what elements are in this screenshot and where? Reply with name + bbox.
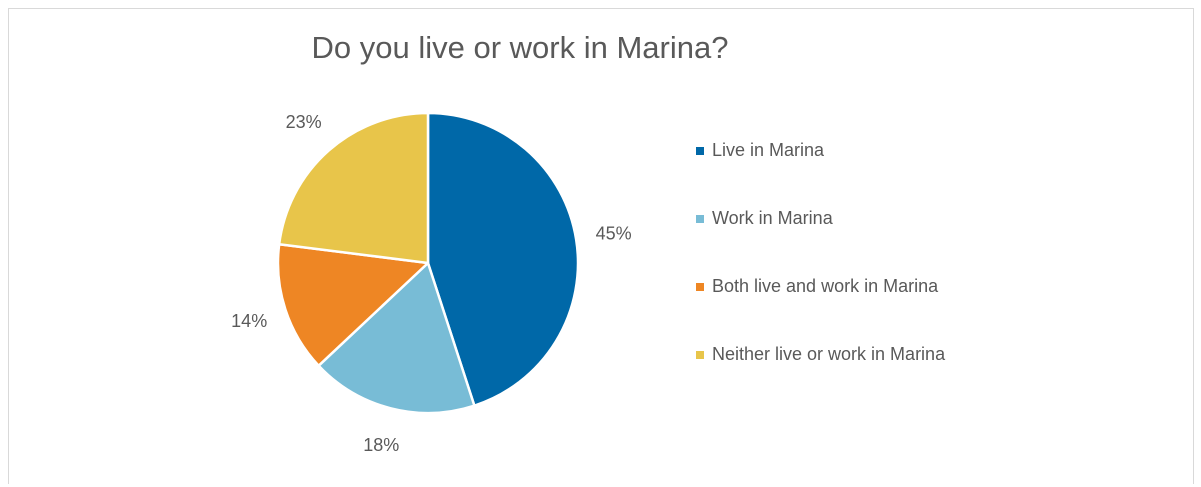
chart-frame: [8, 8, 1194, 484]
legend-label: Live in Marina: [712, 140, 825, 160]
legend-swatch: [696, 214, 704, 223]
legend-item-1: Live in Marina: [696, 140, 824, 161]
pie-data-labels: 45% 18% 14% 23%: [231, 112, 632, 455]
legend-item-3: Both live and work in Marina: [696, 276, 938, 297]
legend-label: Neither live or work in Marina: [712, 344, 946, 364]
data-label-1: 45%: [596, 224, 632, 244]
legend-item-4: Neither live or work in Marina: [696, 344, 945, 365]
pie-slice-3: [276, 242, 430, 367]
data-label-4: 23%: [286, 112, 322, 132]
legend-label: Work in Marina: [712, 208, 833, 228]
pie-slice-4: [277, 111, 430, 265]
pie-slice-1: [426, 111, 580, 407]
data-label-2: 18%: [363, 435, 399, 455]
legend-item-2: Work in Marina: [696, 208, 833, 229]
chart-title: Do you live or work in Marina?: [311, 30, 729, 65]
data-label-3: 14%: [231, 311, 267, 331]
legend-swatch: [696, 146, 704, 155]
pie-slice-2: [317, 261, 476, 415]
pie-slices: [276, 111, 580, 415]
legend-swatch: [696, 282, 704, 291]
legend-swatch: [696, 350, 704, 359]
legend-label: Both live and work in Marina: [712, 276, 939, 296]
